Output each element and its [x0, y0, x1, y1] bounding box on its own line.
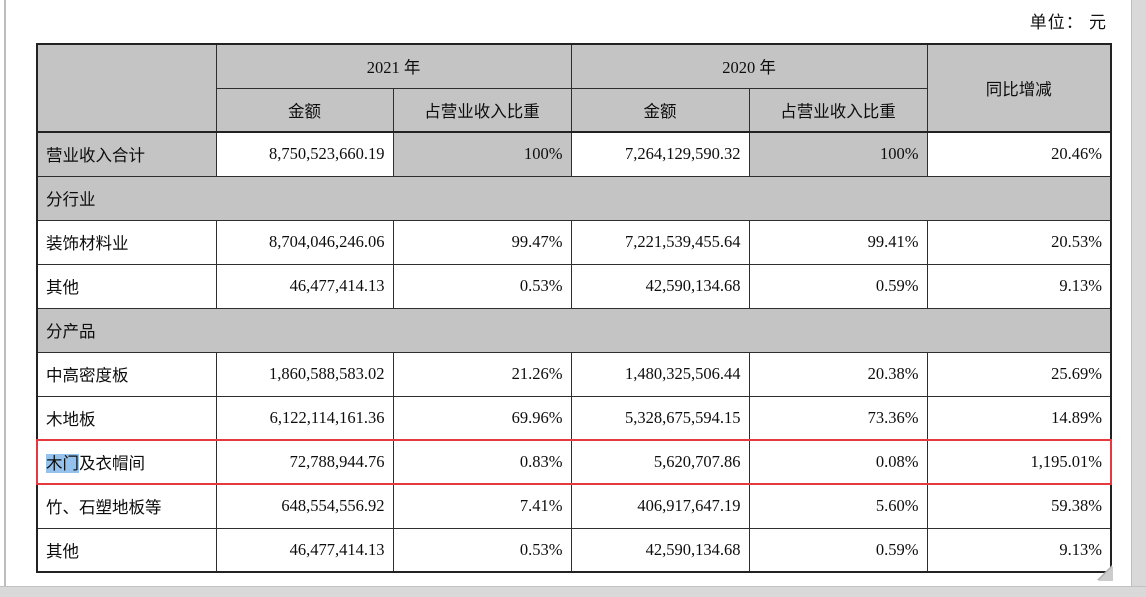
value-cell: 0.59% [748, 527, 928, 573]
value-cell: 5,328,675,594.15 [570, 395, 750, 441]
value-cell: 8,704,046,246.06 [215, 219, 394, 265]
value-cell: 20.53% [926, 219, 1112, 265]
table-row: 木门及衣帽间 72,788,944.76 0.83% 5,620,707.86 0.08… [36, 439, 1112, 485]
row-label: 其他 [36, 263, 217, 309]
value-cell: 648,554,556.92 [215, 483, 394, 529]
value-cell: 8,750,523,660.19 [215, 131, 394, 177]
value-cell: 14.89% [926, 395, 1112, 441]
section-label: 分产品 [36, 307, 1112, 353]
section-row: 分产品 [36, 307, 1112, 353]
table-row: 装饰材料业 8,704,046,246.06 99.47% 7,221,539,455… [36, 219, 1112, 265]
table-header: 2021 年 2020 年 同比增减 金额 占营业收入比重 金额 占营业收入比重 [36, 43, 1112, 133]
value-cell: 72,788,944.76 [215, 439, 394, 485]
value-cell: 406,917,647.19 [570, 483, 750, 529]
revenue-table: 2021 年 2020 年 同比增减 金额 占营业收入比重 金额 占营业收入比重… [36, 43, 1112, 573]
value-cell: 46,477,414.13 [215, 527, 394, 573]
value-cell: 0.53% [392, 527, 572, 573]
section-row: 分行业 [36, 175, 1112, 221]
value-cell: 0.53% [392, 263, 572, 309]
value-cell: 100% [748, 131, 928, 177]
revenue-table-body: 营业收入合计 8,750,523,660.19 100% 7,264,129,590.… [36, 131, 1112, 573]
page-edge-bottom [0, 586, 1146, 597]
unit-label: 单位： 元 [1029, 13, 1107, 32]
value-cell: 21.26% [392, 351, 572, 397]
header-group-row: 2021 年 2020 年 同比增减 [36, 43, 1112, 133]
value-cell: 0.59% [748, 263, 928, 309]
value-cell: 5,620,707.86 [570, 439, 750, 485]
value-cell: 6,122,114,161.36 [215, 395, 394, 441]
page-edge-left [4, 0, 6, 586]
value-cell: 7,221,539,455.64 [570, 219, 750, 265]
value-cell: 99.41% [748, 219, 928, 265]
value-cell: 1,860,588,583.02 [215, 351, 394, 397]
value-cell: 20.38% [748, 351, 928, 397]
header-sub-row: 金额 占营业收入比重 金额 占营业收入比重 [37, 87, 1111, 133]
value-cell: 100% [392, 131, 572, 177]
value-cell: 25.69% [926, 351, 1112, 397]
table-row: 其他 46,477,414.13 0.53% 42,590,134.68 0.59% 9.… [36, 527, 1112, 573]
table-row: 中高密度板 1,860,588,583.02 21.26% 1,480,325,506… [36, 351, 1112, 397]
value-cell: 59.38% [926, 483, 1112, 529]
header-amount-2020: 金额 [570, 87, 750, 133]
value-cell: 9.13% [926, 527, 1112, 573]
value-cell: 73.36% [748, 395, 928, 441]
page-edge-right [1131, 0, 1146, 597]
value-cell: 20.46% [926, 131, 1112, 177]
value-cell: 42,590,134.68 [570, 527, 750, 573]
value-cell: 46,477,414.13 [215, 263, 394, 309]
value-cell: 7,264,129,590.32 [570, 131, 750, 177]
value-cell: 0.08% [748, 439, 928, 485]
page-fold-corner [1098, 566, 1113, 581]
value-cell: 0.83% [392, 439, 572, 485]
row-label: 木地板 [36, 395, 217, 441]
document-page: 单位： 元 2021 年 2020 年 同比增减 金额 占营业收入比重 金额 占… [6, 0, 1131, 586]
row-label: 其他 [36, 527, 217, 573]
selected-text: 木门 [46, 454, 79, 473]
header-yoy-change: 同比增减 [926, 43, 1112, 133]
value-cell: 69.96% [392, 395, 572, 441]
row-label: 中高密度板 [36, 351, 217, 397]
header-amount-2021: 金额 [215, 87, 394, 133]
table-row: 木地板 6,122,114,161.36 69.96% 5,328,675,594.1… [36, 395, 1112, 441]
value-cell: 1,480,325,506.44 [570, 351, 750, 397]
row-label: 营业收入合计 [36, 131, 217, 177]
header-year-2020: 2020 年 [570, 43, 928, 89]
row-label-text: 及衣帽间 [79, 454, 145, 473]
header-proportion-2021: 占营业收入比重 [392, 87, 572, 133]
table-row: 竹、石塑地板等 648,554,556.92 7.41% 406,917,647.19… [36, 483, 1112, 529]
section-label: 分行业 [36, 175, 1112, 221]
value-cell: 5.60% [748, 483, 928, 529]
header-year-2021: 2021 年 [215, 43, 572, 89]
value-cell: 9.13% [926, 263, 1112, 309]
row-label: 木门及衣帽间 [36, 439, 217, 485]
value-cell: 99.47% [392, 219, 572, 265]
value-cell: 7.41% [392, 483, 572, 529]
value-cell: 42,590,134.68 [570, 263, 750, 309]
row-label: 装饰材料业 [36, 219, 217, 265]
value-cell: 1,195.01% [926, 439, 1112, 485]
header-proportion-2020: 占营业收入比重 [748, 87, 928, 133]
table-row: 营业收入合计 8,750,523,660.19 100% 7,264,129,590.… [36, 131, 1112, 177]
header-empty-corner [36, 43, 217, 133]
row-label: 竹、石塑地板等 [36, 483, 217, 529]
table-row: 其他 46,477,414.13 0.53% 42,590,134.68 0.59% 9.… [36, 263, 1112, 309]
